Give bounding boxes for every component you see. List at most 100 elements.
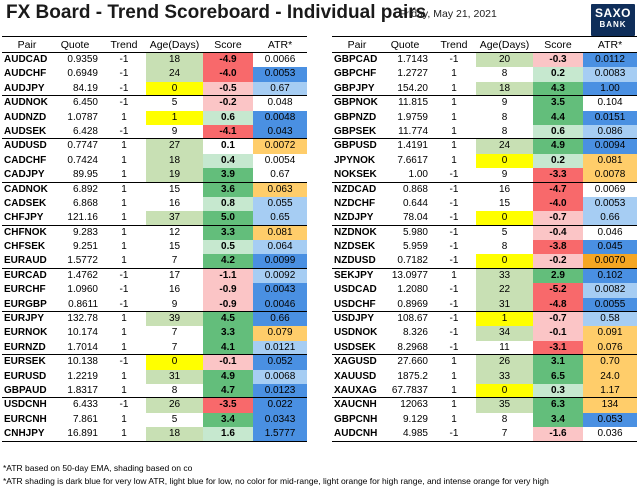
quote-cell: 154.20 bbox=[397, 82, 428, 94]
trend-cell: 1 bbox=[121, 384, 127, 396]
trend-cell: 1 bbox=[121, 341, 127, 353]
score-cell: -0.7 bbox=[533, 211, 583, 225]
atr-cell: 0.0072 bbox=[253, 139, 307, 154]
col-header-pair: Pair bbox=[17, 39, 37, 51]
quote-cell: 10.174 bbox=[67, 327, 98, 339]
quote-cell: 0.7424 bbox=[67, 154, 98, 166]
quote-cell: 27.660 bbox=[397, 356, 428, 368]
pair-cell: GBPSEK bbox=[334, 125, 377, 137]
score-cell: -4.7 bbox=[533, 182, 583, 197]
atr-cell: 0.063 bbox=[253, 182, 307, 197]
table-row: USDJPY 108.67 -1 1 -0.7 0.58 bbox=[332, 312, 637, 327]
col-header-atr: ATR* bbox=[597, 39, 623, 51]
atr-cell: 0.036 bbox=[597, 428, 623, 440]
score-cell: -0.2 bbox=[203, 96, 253, 111]
age-cell: 16 bbox=[168, 197, 181, 209]
quote-cell: 0.644 bbox=[402, 197, 428, 209]
col-header-age: Age(Days) bbox=[479, 39, 530, 51]
table-header-row: Pair Quote Trend Age(Days) Score ATR* bbox=[332, 37, 637, 53]
trend-cell: 1 bbox=[121, 327, 127, 339]
age-cell: 5 bbox=[171, 413, 178, 425]
footnote-atr-basis: *ATR based on 50-day EMA, shading based … bbox=[3, 463, 193, 473]
age-cell: 7 bbox=[171, 327, 178, 339]
pair-cell: AUDCNH bbox=[334, 428, 378, 440]
age-cell: 0 bbox=[476, 254, 533, 268]
pair-cell: AUDCAD bbox=[4, 54, 48, 65]
quote-cell: 1.7014 bbox=[67, 341, 98, 353]
quote-cell: 1.2219 bbox=[67, 370, 98, 382]
age-cell: 11 bbox=[499, 341, 510, 353]
pair-cell: CHFNOK bbox=[4, 226, 47, 238]
pair-cell: USDJPY bbox=[334, 313, 375, 325]
pair-cell: EURAUD bbox=[4, 255, 47, 267]
right-table-body: GBPCAD 1.7143 -1 20 -0.3 0.0112 GBPCHF 1.2727 1 8… bbox=[332, 53, 637, 442]
atr-cell: 0.0094 bbox=[583, 139, 637, 154]
pair-cell: SEKJPY bbox=[334, 269, 374, 281]
quote-cell: 84.19 bbox=[72, 82, 98, 94]
atr-cell: 0.0053 bbox=[253, 67, 307, 82]
trend-cell: -1 bbox=[119, 298, 129, 310]
score-cell: -3.1 bbox=[533, 340, 583, 355]
pair-cell: GBPAUD bbox=[4, 384, 47, 396]
age-cell: 0 bbox=[476, 211, 533, 225]
atr-cell: 0.091 bbox=[583, 326, 637, 341]
atr-cell: 0.0078 bbox=[583, 168, 637, 182]
pair-cell: AUDUSD bbox=[4, 140, 47, 152]
pair-cell: CHFJPY bbox=[4, 212, 44, 224]
table-row: EURNZD 1.7014 1 7 4.1 0.0121 bbox=[2, 340, 307, 356]
trend-cell: -1 bbox=[119, 82, 129, 94]
score-cell: 4.2 bbox=[203, 254, 253, 268]
atr-cell: 1.5777 bbox=[253, 427, 307, 441]
pair-cell: GBPNZD bbox=[334, 111, 377, 123]
pair-cell: USDNOK bbox=[334, 327, 378, 339]
quote-cell: 6.892 bbox=[72, 183, 98, 195]
table-row: GBPUSD 1.4191 1 24 4.9 0.0094 bbox=[332, 139, 637, 154]
score-cell: 0.3 bbox=[533, 383, 583, 398]
trend-cell: -1 bbox=[119, 68, 129, 80]
pair-cell: XAGUSD bbox=[334, 356, 377, 368]
trend-cell: -1 bbox=[449, 284, 459, 296]
trend-cell: -1 bbox=[449, 327, 459, 339]
table-row: GBPSEK 11.774 1 8 0.6 0.086 bbox=[332, 124, 637, 140]
age-cell: 26 bbox=[146, 398, 203, 413]
score-cell: -0.7 bbox=[533, 312, 583, 327]
age-cell: 17 bbox=[168, 269, 181, 281]
pair-cell: GBPCAD bbox=[334, 54, 378, 65]
col-header-trend: Trend bbox=[110, 39, 138, 51]
table-row: AUDCAD 0.9359 -1 18 -4.9 0.0066 bbox=[2, 53, 307, 68]
age-cell: 1 bbox=[146, 110, 203, 125]
trend-cell: -1 bbox=[449, 298, 459, 310]
trend-cell: 1 bbox=[121, 111, 127, 123]
table-row: NZDUSD 0.7182 -1 0 -0.2 0.0070 bbox=[332, 254, 637, 269]
trend-cell: 1 bbox=[451, 413, 457, 425]
age-cell: 20 bbox=[476, 53, 533, 68]
age-cell: 9 bbox=[171, 298, 178, 310]
table-row: CADCHF 0.7424 1 18 0.4 0.0054 bbox=[2, 153, 307, 169]
table-row: NOKSEK 1.00 -1 9 -3.3 0.0078 bbox=[332, 168, 637, 183]
age-cell: 31 bbox=[146, 369, 203, 384]
trend-cell: 1 bbox=[451, 370, 457, 382]
table-row: EURCHF 1.0960 -1 16 -0.9 0.0043 bbox=[2, 283, 307, 298]
atr-cell: 0.048 bbox=[267, 97, 293, 109]
table-row: NZDCAD 0.868 -1 16 -4.7 0.0069 bbox=[332, 182, 637, 197]
age-cell: 16 bbox=[498, 183, 511, 195]
table-row: NZDJPY 78.04 -1 0 -0.7 0.66 bbox=[332, 211, 637, 226]
pair-cell: NZDCAD bbox=[334, 183, 377, 195]
pair-cell: CADSEK bbox=[4, 197, 47, 209]
atr-cell: 0.0123 bbox=[253, 383, 307, 398]
quote-cell: 8.2968 bbox=[397, 341, 428, 353]
atr-cell: 0.043 bbox=[253, 124, 307, 139]
table-row: AUDCHF 0.6949 -1 24 -4.0 0.0053 bbox=[2, 67, 307, 82]
age-cell: 7 bbox=[171, 255, 178, 267]
atr-cell: 0.0069 bbox=[594, 183, 626, 195]
quote-cell: 0.9359 bbox=[67, 54, 98, 65]
pair-cell: USDCAD bbox=[334, 284, 377, 296]
trend-cell: 1 bbox=[451, 82, 457, 94]
score-cell: 3.5 bbox=[533, 96, 583, 111]
age-cell: 27 bbox=[146, 139, 203, 154]
atr-cell: 0.064 bbox=[253, 240, 307, 255]
trend-cell: 1 bbox=[451, 125, 457, 137]
atr-cell: 0.086 bbox=[583, 124, 637, 139]
pair-cell: EURCNH bbox=[4, 413, 47, 425]
score-cell: 4.7 bbox=[203, 383, 253, 398]
